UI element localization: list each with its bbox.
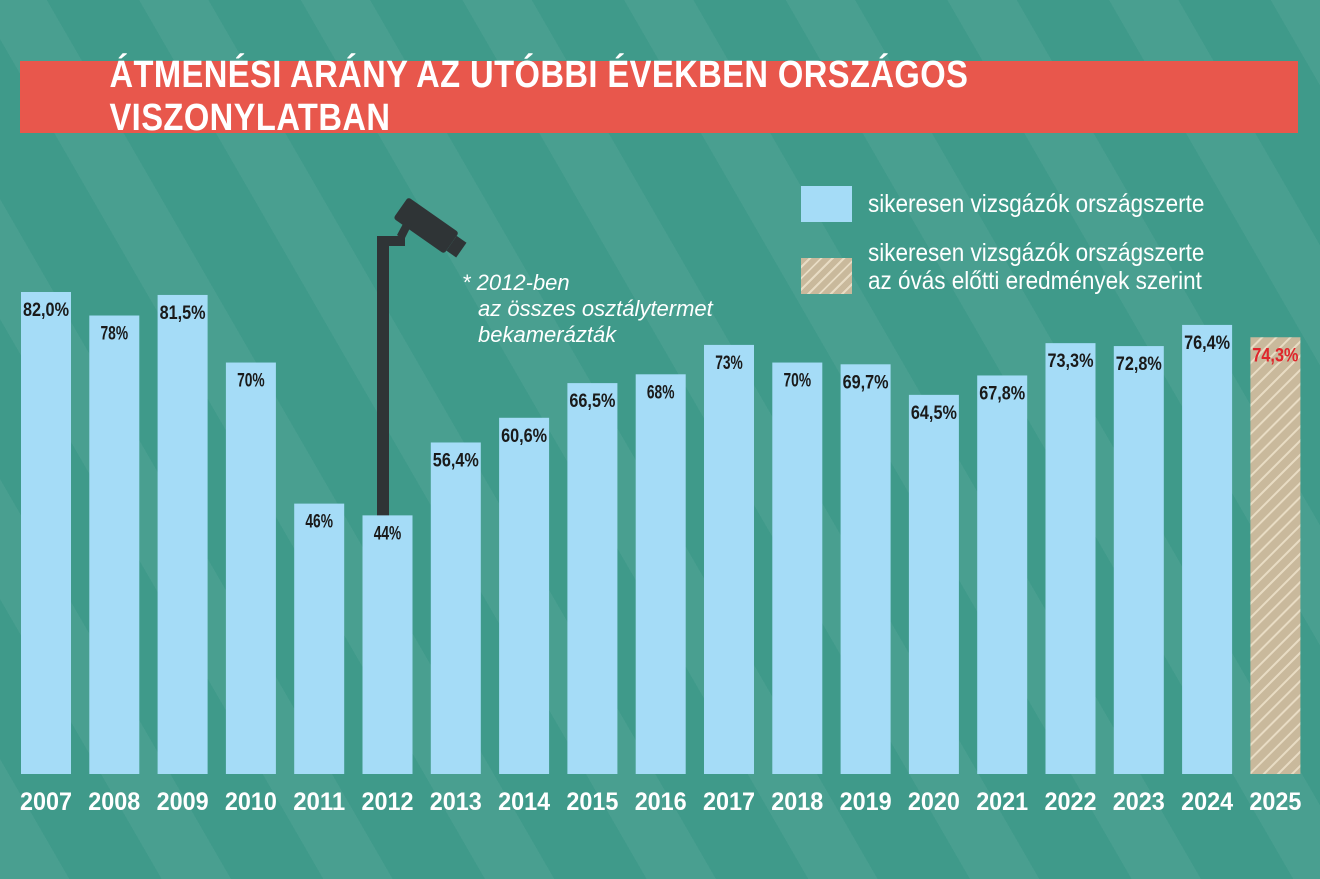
bar-2018 [772,362,823,774]
bar-2016 [635,374,686,774]
value-label-2020: 64,5% [911,403,957,424]
value-label-2023: 72,8% [1116,354,1162,375]
x-tick-2019: 2019 [840,788,892,816]
x-tick-2025: 2025 [1249,788,1301,816]
x-tick-2015: 2015 [566,788,618,816]
value-labels-group: 82,0% 78% 81,5% 70% 46% 44% 56,4% 60,6% 66,5% 68%… [23,300,1298,544]
bar-2012 [362,515,413,774]
bar-2013 [430,442,481,774]
bar-2014 [499,417,550,774]
x-tick-2010: 2010 [225,788,277,816]
value-label-2011: 46% [305,512,333,533]
security-camera-icon [377,198,467,541]
value-label-2012: 44% [374,523,402,544]
x-tick-2016: 2016 [635,788,687,816]
value-label-2015: 66,5% [569,391,615,412]
legend-label-hatched: sikeresen vizsgázók országszerte az óvás… [868,239,1204,295]
value-label-2025: 74,3% [1252,345,1298,366]
x-tick-2009: 2009 [157,788,209,816]
x-tick-2018: 2018 [771,788,823,816]
value-label-2018: 70% [784,371,812,392]
bar-2021 [977,375,1028,774]
bar-2008 [89,315,140,774]
value-label-2019: 69,7% [843,372,889,393]
bar-2023 [1113,346,1164,774]
value-label-2009: 81,5% [160,303,206,324]
bar-2025 [1250,337,1301,774]
bar-2024 [1182,324,1233,774]
bar-2022 [1045,343,1096,774]
legend-label-solid: sikeresen vizsgázók országszerte [868,190,1205,218]
x-tick-2007: 2007 [20,788,72,816]
bar-2007 [21,292,71,774]
value-label-2022: 73,3% [1048,351,1094,372]
value-label-2017: 73% [715,353,743,374]
x-tick-2020: 2020 [908,788,960,816]
chart-title: ÁTMENÉSI ARÁNY AZ UTÓBBI ÉVEKBEN ORSZÁGO… [109,54,969,139]
bars-group [21,292,1301,774]
value-label-2016: 68% [647,382,675,403]
title-banner: ÁTMENÉSI ARÁNY AZ UTÓBBI ÉVEKBEN ORSZÁGO… [20,54,1298,139]
bar-2017 [704,344,754,774]
x-tick-2011: 2011 [293,788,345,816]
bar-2011 [294,503,345,774]
x-tick-2021: 2021 [976,788,1028,816]
value-label-2014: 60,6% [501,426,547,447]
x-tick-2008: 2008 [88,788,140,816]
bar-2010 [225,362,276,774]
x-tick-labels-group: 2007 2008 2009 2010 2011 2012 2013 2014 2015 2016… [20,788,1301,816]
value-label-2024: 76,4% [1184,333,1230,354]
value-label-2021: 67,8% [979,383,1025,404]
annotation-line-1: * 2012-ben [462,270,570,295]
x-tick-2022: 2022 [1045,788,1097,816]
value-label-2007: 82,0% [23,300,69,321]
x-tick-2013: 2013 [430,788,482,816]
x-tick-2024: 2024 [1181,788,1233,816]
legend-label-hatched-line2: az óvás előtti eredmények szerint [868,267,1202,295]
annotation-note: * 2012-ben az összes osztálytermet bekam… [462,270,713,348]
bar-2009 [157,294,208,774]
legend-swatch-solid [801,186,852,222]
value-label-2013: 56,4% [433,450,479,471]
x-tick-2023: 2023 [1113,788,1165,816]
annotation-line-2: az összes osztálytermet [478,296,713,321]
bar-2019 [840,364,891,774]
legend-label-hatched-line1: sikeresen vizsgázók országszerte [868,239,1205,267]
bar-2015 [567,383,618,774]
value-label-2008: 78% [101,324,129,345]
legend-swatch-hatched [801,258,852,294]
value-label-2010: 70% [237,371,265,392]
bar-2020 [908,394,959,774]
x-tick-2012: 2012 [362,788,414,816]
annotation-line-3: bekamerázták [478,322,617,347]
x-tick-2017: 2017 [703,788,755,816]
x-tick-2014: 2014 [498,788,550,816]
